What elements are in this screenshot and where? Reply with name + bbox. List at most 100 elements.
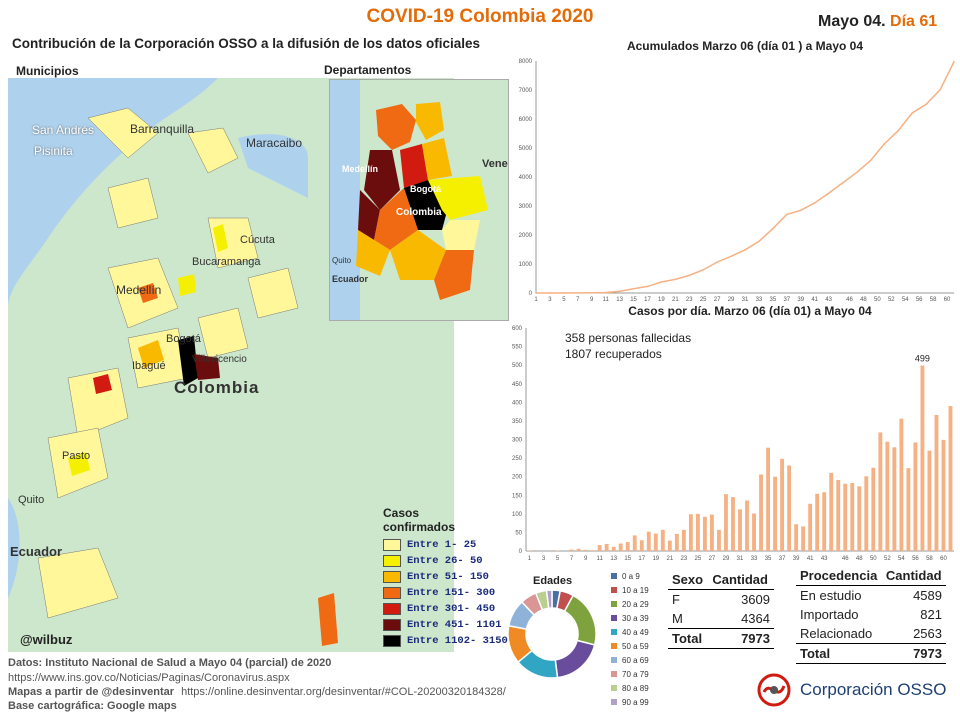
data-point: [702, 269, 704, 271]
legend-item: Entre 1- 25: [383, 537, 508, 552]
bar: [625, 542, 630, 551]
data-point: [549, 292, 551, 294]
x-tick-label: 11: [597, 556, 604, 562]
bar: [857, 486, 862, 551]
bar: [759, 474, 763, 551]
data-point: [646, 285, 649, 288]
legend-swatch: [383, 634, 401, 647]
x-tick-label: 60: [940, 556, 947, 562]
bar: [794, 524, 799, 551]
data-point: [688, 274, 691, 277]
bar: [892, 447, 897, 551]
age-legend-label: 40 a 49: [622, 627, 649, 637]
bar: [653, 533, 658, 551]
age-legend-item: 80 a 89: [611, 681, 649, 695]
x-tick-label: 7: [570, 556, 574, 562]
table-total-row: Total 7973: [668, 628, 774, 649]
legend-label: Entre 1- 25: [407, 538, 477, 551]
x-tick-label: 43: [825, 297, 832, 303]
data-point: [911, 112, 913, 114]
data-point: [604, 291, 607, 294]
procedencia-value-cell: 4589: [913, 588, 942, 603]
x-tick-label: 33: [756, 297, 763, 303]
data-point: [744, 249, 746, 251]
x-tick-label: 39: [793, 556, 800, 562]
legend-item: Entre 51- 150: [383, 569, 508, 584]
age-legend-item: 20 a 29: [611, 597, 649, 611]
date-text: Mayo 04.: [818, 13, 886, 30]
legend-item: Entre 1102- 3150: [383, 633, 508, 648]
footer-mapas-url[interactable]: https://online.desinventar.org/desinvent…: [181, 686, 506, 698]
data-point: [716, 261, 718, 263]
x-tick-label: 31: [737, 556, 744, 562]
x-tick-label: 21: [666, 556, 673, 562]
bar: [801, 526, 806, 551]
x-tick-label: 19: [652, 556, 659, 562]
ages-legend: 0 a 9 10 a 19 20 a 29 30 a 39 40 a 49 50 a 59…: [611, 569, 649, 709]
y-tick-label: 250: [512, 456, 523, 462]
bar: [878, 432, 883, 551]
bar: [787, 465, 792, 551]
bar: [899, 418, 904, 551]
x-tick-label: 17: [638, 556, 645, 562]
bar: [618, 543, 623, 551]
bar: [829, 472, 834, 551]
age-legend-item: 40 a 49: [611, 625, 649, 639]
y-tick-label: 100: [512, 512, 523, 518]
age-legend-label: 10 a 19: [622, 585, 649, 595]
daily-chart-title: Casos por día. Marzo 06 (día 01) a Mayo …: [628, 304, 872, 318]
bar: [745, 500, 749, 551]
x-tick-label: 46: [846, 297, 853, 303]
x-tick-label: 15: [624, 556, 631, 562]
data-point: [758, 240, 760, 243]
x-tick-label: 52: [888, 297, 895, 303]
sexo-value-cell: 4364: [741, 611, 770, 626]
y-tick-label: 3000: [519, 204, 533, 210]
x-tick-label: 11: [603, 297, 610, 303]
data-point: [897, 129, 900, 132]
handle-label: @wilbuz: [20, 632, 73, 647]
data-point: [869, 159, 872, 162]
x-tick-label: 50: [874, 297, 881, 303]
bar: [583, 549, 588, 551]
sexo-header: Sexo: [672, 572, 704, 587]
sexo-total-value: 7973: [741, 631, 770, 646]
x-tick-label: 48: [856, 556, 863, 562]
x-tick-label: 17: [644, 297, 651, 303]
legend-item: Entre 151- 300: [383, 585, 508, 600]
age-legend-swatch: [611, 629, 617, 635]
age-legend-label: 30 a 39: [622, 613, 649, 623]
x-tick-label: 43: [821, 556, 828, 562]
ages-title: Edades: [533, 575, 573, 587]
map-label-quito: Quito: [18, 494, 45, 506]
procedencia-value-cell: 821: [920, 607, 942, 622]
municipios-label: Municipios: [16, 64, 79, 78]
map-label-maracaibo: Maracaibo: [246, 136, 303, 150]
x-tick-label: 56: [916, 297, 923, 303]
map-label-san-andres: San Andrés: [32, 123, 95, 137]
procedencia-total-label: Total: [800, 646, 831, 661]
age-legend-label: 70 a 79: [622, 669, 649, 679]
y-tick-label: 8000: [519, 59, 533, 65]
table-row: En estudio 4589: [796, 586, 946, 606]
bar: [597, 545, 602, 551]
legend-swatch: [383, 602, 401, 615]
procedencia-cell: Relacionado: [800, 626, 873, 641]
age-legend-item: 90 a 99: [611, 695, 649, 709]
x-tick-label: 27: [714, 297, 721, 303]
y-tick-label: 400: [512, 400, 523, 406]
peak-label: 499: [915, 354, 930, 364]
legend-label: Entre 51- 150: [407, 570, 489, 583]
footer-datos-url[interactable]: https://www.ins.gov.co/Noticias/Paginas/…: [8, 672, 290, 684]
x-tick-label: 1: [534, 297, 538, 303]
procedencia-cell: En estudio: [800, 588, 862, 603]
x-tick-label: 7: [576, 297, 580, 303]
x-tick-label: 27: [709, 556, 716, 562]
map-label-pasto: Pasto: [62, 450, 91, 462]
x-tick-label: 29: [728, 297, 735, 303]
x-tick-label: 21: [672, 297, 679, 303]
y-tick-label: 600: [512, 326, 523, 332]
age-legend-label: 80 a 89: [622, 683, 649, 693]
x-tick-label: 3: [548, 297, 552, 303]
